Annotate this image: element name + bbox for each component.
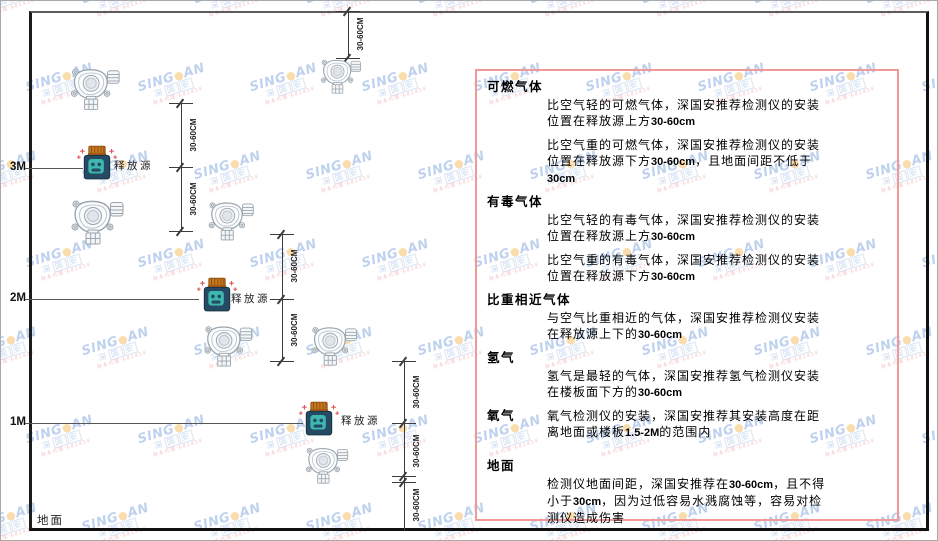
dim-tick <box>392 482 416 483</box>
section-paragraph: 比空气轻的有毒气体，深国安推荐检测仪的安装位置在释放源上方30-60cm <box>547 213 821 243</box>
dim-label: 30-60CM <box>290 249 299 283</box>
section-paragraph: 比空气重的有毒气体，深国安推荐检测仪的安装位置在释放源下方30-60cm <box>547 253 821 283</box>
section-heading: 比重相近气体 <box>487 292 572 307</box>
gas-detector-icon <box>65 65 121 111</box>
dim-tick <box>169 231 193 232</box>
height-line-1m <box>25 423 303 424</box>
guideline-section: 氧气 氧气检测仪的安装，深国安推荐其安装高度在距离地面或楼板1.5-2M的范围内 <box>487 408 887 448</box>
section-paragraph: 检测仪地面间距，深国安推荐在30-60cm，且不得小于30cm，因为过低容易水溅… <box>547 477 826 525</box>
section-heading: 有毒气体 <box>487 194 544 209</box>
guideline-section: 氢气氢气是最轻的气体，深国安推荐氢气检测仪安装在楼板面下方的30-60cm <box>487 350 887 401</box>
dim-line-1m <box>404 361 405 531</box>
dim-label: 30-60CM <box>189 118 198 152</box>
section-paragraph: 与空气比重相近的气体，深国安推荐检测仪安装在释放源上下的30-60cm <box>547 311 821 341</box>
section-heading: 氢气 <box>487 350 516 365</box>
guideline-section: 可燃气体 比空气轻的可燃气体，深国安推荐检测仪的安装位置在释放源上方30-60cm… <box>487 79 887 187</box>
dim-label: 30-60CM <box>412 488 421 522</box>
room-outline <box>29 11 929 531</box>
dim-tick <box>336 58 360 59</box>
guideline-section: 有毒气体 比空气轻的有毒气体，深国安推荐检测仪的安装位置在释放源上方30-60cm… <box>487 194 887 285</box>
height-line-2m <box>25 299 199 300</box>
section-heading: 地面 <box>487 458 516 473</box>
gas-detector-icon <box>300 445 350 484</box>
release-source-icon <box>77 145 117 182</box>
height-label-3m: 3M <box>10 161 26 173</box>
dim-label: 30-60CM <box>412 434 421 468</box>
dim-tick <box>336 11 360 12</box>
height-label-1m: 1M <box>10 416 26 428</box>
ground-label: 地面 <box>37 513 64 527</box>
gas-detector-icon <box>63 197 127 245</box>
height-label-2m: 2M <box>10 292 26 304</box>
dim-tick <box>270 234 294 235</box>
section-heading: 氧气 <box>487 408 516 423</box>
dim-tick <box>169 103 193 104</box>
dim-tick <box>392 361 416 362</box>
dim-label: 30-60CM <box>412 375 421 409</box>
section-heading: 可燃气体 <box>487 79 544 94</box>
guideline-panel: 可燃气体 比空气轻的可燃气体，深国安推荐检测仪的安装位置在释放源上方30-60cm… <box>475 69 899 525</box>
guideline-sections: 可燃气体 比空气轻的可燃气体，深国安推荐检测仪的安装位置在释放源上方30-60cm… <box>487 79 887 526</box>
gas-detector-icon <box>312 57 366 94</box>
gas-detector-icon <box>304 324 360 366</box>
dim-line-ceiling <box>348 11 349 58</box>
release-source-label: 释放源 <box>114 160 153 172</box>
dim-tick <box>392 423 416 424</box>
gas-detector-icon <box>197 323 255 367</box>
guideline-section: 地面检测仪地面间距，深国安推荐在30-60cm，且不得小于30cm，因为过低容易… <box>487 458 887 526</box>
section-paragraph: 氧气检测仪的安装，深国安推荐其安装高度在距离地面或楼板1.5-2M的范围内 <box>547 409 821 439</box>
dim-tick <box>270 361 294 362</box>
dim-tick <box>270 299 294 300</box>
release-source-label: 释放源 <box>341 415 380 427</box>
section-paragraph: 比空气重的可燃气体，深国安推荐检测仪的安装位置在释放源下方30-60cm，且地面… <box>547 138 821 185</box>
gas-detector-icon <box>203 199 255 241</box>
section-paragraph: 氢气是最轻的气体，深国安推荐氢气检测仪安装在楼板面下方的30-60cm <box>547 369 821 399</box>
release-source-label: 释放源 <box>231 293 270 305</box>
dim-label: 30-60CM <box>189 182 198 216</box>
release-source-icon <box>299 401 339 438</box>
height-line-3m <box>25 168 83 169</box>
section-paragraph: 比空气轻的可燃气体，深国安推荐检测仪的安装位置在释放源上方30-60cm <box>547 98 821 128</box>
guideline-section: 比重相近气体与空气比重相近的气体，深国安推荐检测仪安装在释放源上下的30-60c… <box>487 292 887 343</box>
dim-tick <box>392 476 416 477</box>
dim-label: 30-60CM <box>290 313 299 347</box>
dim-label: 30-60CM <box>356 17 365 51</box>
dim-tick <box>169 167 193 168</box>
